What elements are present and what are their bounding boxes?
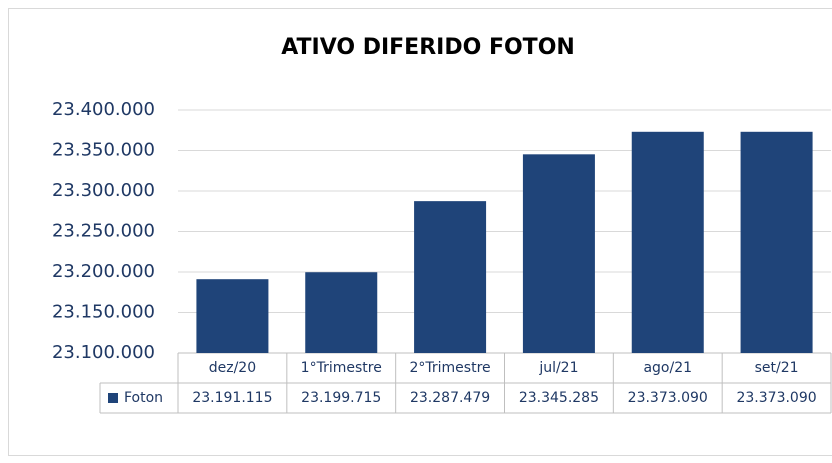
- x-tick-label: set/21: [755, 360, 799, 376]
- bar: [414, 201, 487, 353]
- table-value: 23.199.715: [301, 390, 381, 406]
- table-value: 23.373.090: [628, 390, 708, 406]
- y-tick-label: 23.150.000: [52, 302, 155, 323]
- x-tick-label: 1°Trimestre: [301, 360, 382, 376]
- y-tick-label: 23.300.000: [52, 180, 155, 201]
- bar: [522, 154, 595, 353]
- x-tick-label: 2°Trimestre: [410, 360, 491, 376]
- chart-title: ATIVO DIFERIDO FOTON: [281, 35, 575, 60]
- table-value: 23.345.285: [519, 390, 599, 406]
- y-tick-label: 23.100.000: [52, 342, 155, 363]
- y-tick-label: 23.350.000: [52, 140, 155, 161]
- table-value: 23.287.479: [410, 390, 490, 406]
- bar: [740, 131, 813, 353]
- table-value: 23.191.115: [192, 390, 272, 406]
- bar: [305, 272, 378, 353]
- x-tick-label: jul/21: [538, 360, 578, 376]
- y-tick-label: 23.250.000: [52, 221, 155, 242]
- legend-label: Foton: [124, 390, 163, 406]
- x-tick-label: dez/20: [209, 360, 256, 376]
- bar: [196, 279, 269, 353]
- y-tick-label: 23.400.000: [52, 99, 155, 120]
- legend-swatch: [108, 393, 118, 403]
- y-tick-label: 23.200.000: [52, 261, 155, 282]
- bar: [631, 131, 704, 353]
- table-value: 23.373.090: [736, 390, 816, 406]
- x-tick-label: ago/21: [643, 360, 692, 376]
